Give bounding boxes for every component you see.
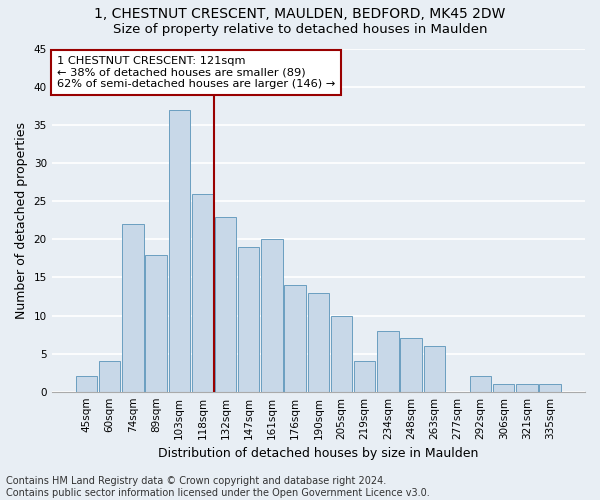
Bar (122, 224, 143, 392)
Bar (470, 376, 491, 392)
Bar (308, 292, 329, 392)
Bar (516, 384, 538, 392)
Bar (145, 254, 167, 392)
Text: Contains HM Land Registry data © Crown copyright and database right 2024.
Contai: Contains HM Land Registry data © Crown c… (6, 476, 430, 498)
Bar (354, 361, 376, 392)
Bar (76, 376, 97, 392)
Bar (377, 331, 398, 392)
Bar (215, 216, 236, 392)
Bar (400, 338, 422, 392)
Text: 1, CHESTNUT CRESCENT, MAULDEN, BEDFORD, MK45 2DW: 1, CHESTNUT CRESCENT, MAULDEN, BEDFORD, … (94, 8, 506, 22)
X-axis label: Distribution of detached houses by size in Maulden: Distribution of detached houses by size … (158, 447, 479, 460)
Bar (192, 194, 213, 392)
Bar (331, 316, 352, 392)
Bar (493, 384, 514, 392)
Text: 1 CHESTNUT CRESCENT: 121sqm
← 38% of detached houses are smaller (89)
62% of sem: 1 CHESTNUT CRESCENT: 121sqm ← 38% of det… (57, 56, 335, 89)
Bar (169, 110, 190, 392)
Bar (238, 247, 259, 392)
Y-axis label: Number of detached properties: Number of detached properties (15, 122, 28, 319)
Bar (284, 285, 306, 392)
Bar (262, 240, 283, 392)
Bar (99, 361, 121, 392)
Bar (539, 384, 561, 392)
Text: Size of property relative to detached houses in Maulden: Size of property relative to detached ho… (113, 22, 487, 36)
Bar (424, 346, 445, 392)
